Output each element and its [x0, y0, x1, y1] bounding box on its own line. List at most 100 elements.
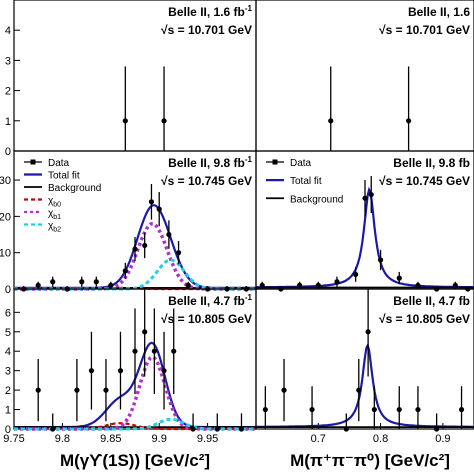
- x-tick-label: 9.9: [152, 433, 167, 445]
- data-point: [368, 191, 374, 198]
- x-tick-label: 0.9: [435, 433, 450, 445]
- lumi-superscript: -1: [245, 155, 253, 164]
- x-axis-label-left: M(γϒ(1S)) [GeV/c²]: [60, 451, 210, 470]
- data-point: [132, 348, 138, 354]
- panel-label-lumi: Belle II, 1.6: [408, 5, 470, 19]
- y-tick-label: 10: [0, 248, 11, 260]
- y-tick-label: 0: [5, 284, 11, 296]
- panel-right-top: Belle II, 1.6 √s = 10.701 GeV: [255, 0, 474, 152]
- data-point: [328, 118, 334, 124]
- y-tick-label: 0: [5, 424, 11, 436]
- y-tick-label: 6: [5, 307, 11, 319]
- data-point: [396, 406, 402, 413]
- data-point: [117, 368, 124, 374]
- panel-label-lumi: Belle II, 1.6 fb-1: [168, 4, 252, 19]
- data-point: [50, 426, 56, 432]
- data-point: [148, 199, 155, 205]
- panel-right-mid: Belle II, 9.8 fb √s = 10.745 GeV Data Total…: [255, 150, 474, 292]
- data-point: [415, 406, 421, 413]
- y-tick-label: 3: [5, 55, 11, 67]
- data-point: [142, 329, 148, 335]
- data-point: [161, 118, 167, 124]
- curve-chi_b2: [14, 258, 256, 291]
- data-point: [161, 368, 167, 374]
- x-tick-label: 9.8: [55, 433, 70, 445]
- data-point: [122, 268, 128, 274]
- legend-label-total: Total fit: [48, 171, 80, 182]
- data-point: [35, 387, 41, 393]
- legend-label-total: Total fit: [290, 176, 322, 187]
- x-tick-label: 0.7: [311, 433, 326, 445]
- panel-frame: [255, 288, 474, 430]
- data-point: [74, 387, 80, 393]
- data-point: [259, 282, 265, 288]
- data-point: [108, 282, 114, 288]
- x-tick-label: 9.75: [3, 433, 24, 445]
- panel-left-mid: 0 10 20 30 Belle II, 9.8 fb-1 √s = 10.745 GeV…: [0, 150, 257, 296]
- y-tick-label: 4: [5, 346, 11, 358]
- legend-label-chi_b1: χb1: [48, 208, 61, 221]
- data-point: [371, 406, 377, 413]
- data-point: [315, 282, 321, 288]
- legend-label-data: Data: [48, 158, 70, 169]
- legend-label-bkg: Background: [48, 183, 101, 194]
- legend-label-bkg: Background: [290, 194, 343, 205]
- legend-label-chi_b2: χb2: [48, 221, 61, 234]
- data-point: [132, 246, 138, 252]
- legend-marker-data: [272, 159, 278, 165]
- data-point: [122, 118, 128, 124]
- data-point: [356, 387, 362, 393]
- data-point: [151, 348, 157, 354]
- data-point: [309, 406, 315, 413]
- data-point: [262, 406, 268, 413]
- legend-subscript: b2: [53, 227, 61, 234]
- data-point: [103, 387, 109, 393]
- data-point: [50, 279, 56, 285]
- panel-left-top: 0 1 2 3 4 Belle II, 1.6 fb-1 √s = 10.701 GeV: [5, 0, 257, 158]
- curve-total: [256, 342, 474, 428]
- data-point: [434, 426, 440, 432]
- data-point: [88, 368, 95, 374]
- data-point: [214, 426, 220, 432]
- data-point: [396, 275, 402, 281]
- panel-label-energy: √s = 10.701 GeV: [379, 23, 470, 37]
- panel-label-energy: √s = 10.745 GeV: [379, 174, 470, 188]
- y-tick-label: 20: [0, 211, 11, 223]
- data-point: [238, 426, 245, 432]
- panel-label-energy: √s = 10.805 GeV: [379, 312, 470, 326]
- y-tick-label: 4: [5, 25, 11, 37]
- panel-left-bot: 0 1 2 3 4 5 6 9.75 9.8 9.85 9.9 9.95 Belle II, 4.7 f…: [3, 288, 257, 445]
- data-point: [343, 426, 349, 432]
- x-tick-label: 9.95: [197, 433, 218, 445]
- lumi-superscript: -1: [245, 4, 253, 13]
- panel-label-energy: √s = 10.745 GeV: [161, 174, 252, 188]
- legend-subscript: b1: [53, 214, 61, 221]
- data-point: [415, 282, 421, 288]
- legend-label-data: Data: [290, 158, 312, 169]
- data-point: [458, 406, 465, 413]
- data-point: [166, 231, 172, 238]
- panel-label-energy: √s = 10.805 GeV: [161, 312, 252, 326]
- y-tick-label: 1: [5, 116, 11, 128]
- data-point: [281, 387, 287, 393]
- legend-label-chi_b0: χb0: [48, 196, 61, 209]
- y-tick-label: 0: [5, 146, 11, 158]
- panel-label-lumi: Belle II, 9.8 fb: [393, 156, 470, 170]
- panel-label-lumi: Belle II, 9.8 fb-1: [168, 155, 252, 170]
- x-tick-label: 9.85: [100, 433, 121, 445]
- lumi-superscript: -1: [245, 293, 253, 302]
- y-tick-label: 2: [5, 86, 11, 98]
- data-point: [171, 348, 177, 354]
- panel-label-energy: √s = 10.701 GeV: [161, 23, 252, 37]
- data-point: [452, 282, 458, 288]
- y-tick-label: 1: [5, 405, 11, 417]
- y-tick-label: 30: [0, 175, 11, 187]
- data-point: [365, 329, 371, 335]
- data-point: [377, 257, 384, 263]
- data-point: [156, 206, 162, 212]
- x-axis-label-right: M(π⁺π⁻π⁰) [GeV/c²]: [290, 451, 450, 470]
- y-tick-label: 3: [5, 366, 11, 378]
- data-point: [334, 279, 340, 285]
